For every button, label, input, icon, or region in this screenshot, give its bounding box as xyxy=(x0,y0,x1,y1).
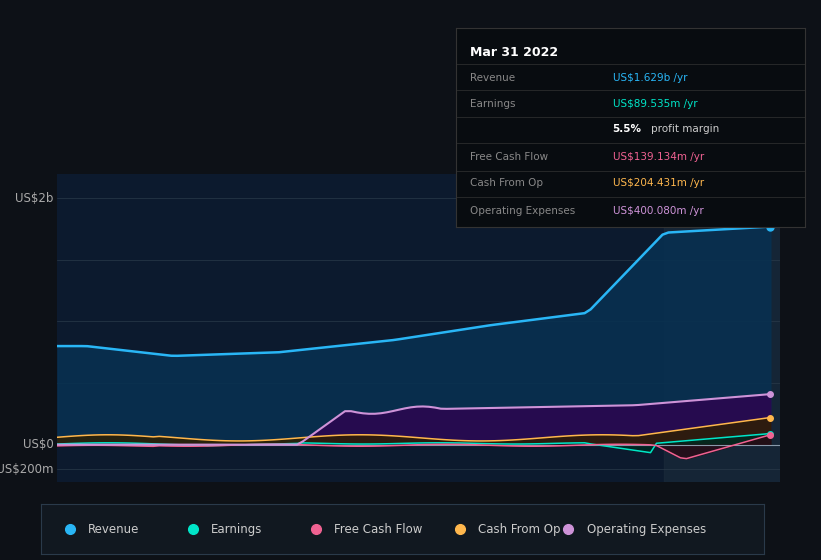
Text: US$1.629b /yr: US$1.629b /yr xyxy=(612,73,687,83)
Text: 2017: 2017 xyxy=(235,503,265,516)
Text: 2018: 2018 xyxy=(332,503,361,516)
Text: Free Cash Flow: Free Cash Flow xyxy=(470,152,548,162)
Text: Earnings: Earnings xyxy=(470,99,515,109)
Text: Revenue: Revenue xyxy=(470,73,515,83)
Text: US$139.134m /yr: US$139.134m /yr xyxy=(612,152,704,162)
Text: Revenue: Revenue xyxy=(88,522,140,536)
Text: Operating Expenses: Operating Expenses xyxy=(470,206,575,216)
Text: 2019: 2019 xyxy=(428,503,458,516)
Text: US$400.080m /yr: US$400.080m /yr xyxy=(612,206,704,216)
Text: US$89.535m /yr: US$89.535m /yr xyxy=(612,99,697,109)
Text: 2021: 2021 xyxy=(621,503,650,516)
Text: US$2b: US$2b xyxy=(16,192,54,205)
Text: Free Cash Flow: Free Cash Flow xyxy=(333,522,422,536)
Text: -US$200m: -US$200m xyxy=(0,463,54,476)
Text: profit margin: profit margin xyxy=(651,124,719,134)
Text: Operating Expenses: Operating Expenses xyxy=(586,522,706,536)
Bar xyxy=(664,174,780,482)
Text: Cash From Op: Cash From Op xyxy=(470,178,543,188)
Text: 2022: 2022 xyxy=(717,503,747,516)
Text: 5.5%: 5.5% xyxy=(612,124,642,134)
Text: Earnings: Earnings xyxy=(211,522,262,536)
Text: Mar 31 2022: Mar 31 2022 xyxy=(470,46,557,59)
Text: 2016: 2016 xyxy=(139,503,169,516)
Text: US$204.431m /yr: US$204.431m /yr xyxy=(612,178,704,188)
Text: US$0: US$0 xyxy=(23,438,54,451)
Text: 2020: 2020 xyxy=(525,503,554,516)
Text: Cash From Op: Cash From Op xyxy=(478,522,561,536)
